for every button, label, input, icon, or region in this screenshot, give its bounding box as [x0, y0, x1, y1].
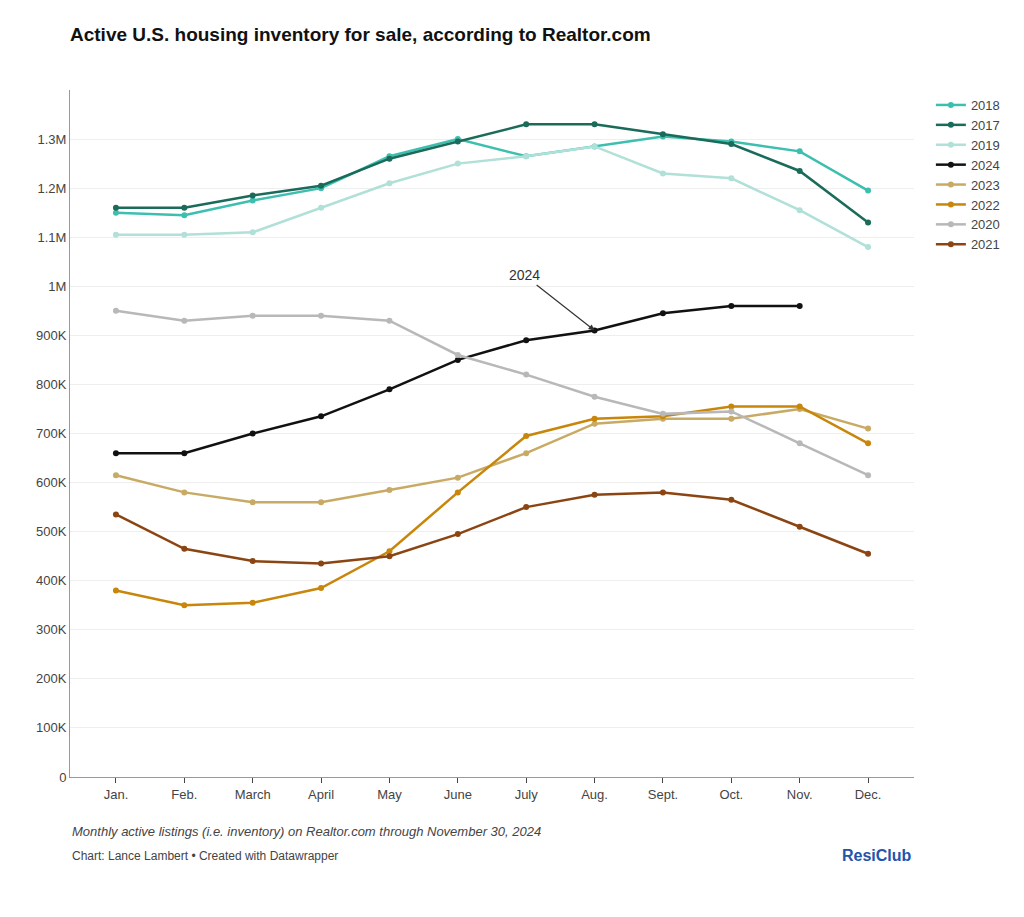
- svg-text:1.2M: 1.2M: [37, 181, 66, 196]
- svg-text:0: 0: [59, 770, 66, 785]
- svg-text:2019: 2019: [971, 138, 1000, 153]
- svg-text:800K: 800K: [36, 377, 67, 392]
- svg-text:May: May: [377, 787, 402, 802]
- svg-text:500K: 500K: [36, 524, 67, 539]
- svg-text:900K: 900K: [36, 328, 67, 343]
- svg-text:100K: 100K: [36, 720, 67, 735]
- svg-text:2024: 2024: [509, 267, 540, 283]
- svg-text:2024: 2024: [971, 158, 1000, 173]
- svg-text:Feb.: Feb.: [171, 787, 197, 802]
- svg-text:Monthly active listings (i.e.: Monthly active listings (i.e. inventory)…: [72, 824, 541, 839]
- svg-text:1.1M: 1.1M: [37, 230, 66, 245]
- svg-text:300K: 300K: [36, 622, 67, 637]
- svg-text:ResiClub: ResiClub: [842, 847, 912, 864]
- svg-text:Oct.: Oct.: [719, 787, 743, 802]
- svg-text:600K: 600K: [36, 475, 67, 490]
- svg-text:Active U.S. housing inventory: Active U.S. housing inventory for sale, …: [70, 24, 651, 45]
- svg-text:400K: 400K: [36, 573, 67, 588]
- svg-text:1.3M: 1.3M: [37, 132, 66, 147]
- svg-text:700K: 700K: [36, 426, 67, 441]
- svg-text:1M: 1M: [48, 279, 66, 294]
- svg-text:200K: 200K: [36, 671, 67, 686]
- svg-text:Chart: Lance Lambert • Created: Chart: Lance Lambert • Created with Data…: [72, 849, 338, 863]
- svg-text:Dec.: Dec.: [855, 787, 882, 802]
- svg-text:April: April: [308, 787, 334, 802]
- svg-text:2017: 2017: [971, 118, 1000, 133]
- svg-text:2020: 2020: [971, 217, 1000, 232]
- svg-text:June: June: [444, 787, 472, 802]
- svg-text:Jan.: Jan.: [104, 787, 129, 802]
- svg-text:2022: 2022: [971, 198, 1000, 213]
- svg-text:July: July: [515, 787, 539, 802]
- svg-text:2018: 2018: [971, 98, 1000, 113]
- svg-text:March: March: [235, 787, 271, 802]
- svg-text:2023: 2023: [971, 178, 1000, 193]
- svg-text:Nov.: Nov.: [787, 787, 813, 802]
- svg-text:Sept.: Sept.: [648, 787, 678, 802]
- svg-text:2021: 2021: [971, 237, 1000, 252]
- svg-text:Aug.: Aug.: [581, 787, 608, 802]
